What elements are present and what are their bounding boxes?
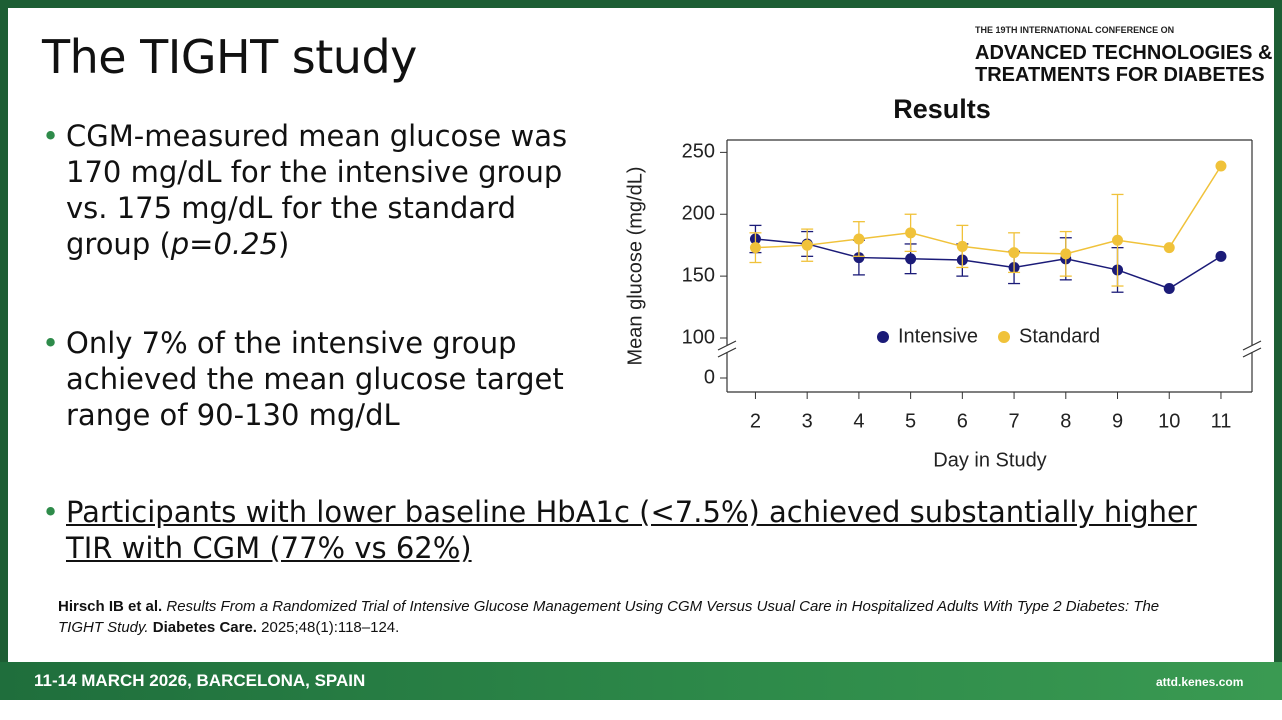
ref-authors: Hirsch IB et al.	[58, 598, 163, 615]
footer-url: attd.kenes.com	[1156, 675, 1244, 689]
footer-date: 11-14 MARCH 2026, BARCELONA, SPAIN	[34, 671, 366, 690]
conference-line: ADVANCED TECHNOLOGIES &	[975, 42, 1273, 64]
slide	[8, 8, 1274, 662]
bullet-dot: •	[42, 119, 60, 153]
slide-title: The TIGHT study	[42, 30, 417, 84]
legend-marker	[877, 331, 889, 343]
legend-label: Standard	[1019, 325, 1100, 347]
ref-citation: 2025;48(1):118–124.	[261, 619, 400, 636]
axis-break	[1242, 347, 1262, 358]
ref-journal: Diabetes Care.	[152, 619, 257, 636]
point	[801, 239, 813, 251]
series-line	[755, 165, 1222, 255]
reference: Hirsch IB et al. Results From a Randomiz…	[58, 596, 1178, 638]
x-tick-label: 10	[1158, 410, 1180, 432]
y-axis-title: Mean glucose (mg/dL)	[624, 167, 646, 366]
bottom-strip	[0, 700, 1282, 720]
bullet-text: )	[278, 227, 290, 261]
x-tick-label: 7	[1009, 410, 1020, 432]
point	[1215, 160, 1227, 172]
bullet-text: p=0.25	[170, 227, 279, 261]
point	[853, 252, 865, 264]
bullet-dot: •	[42, 495, 60, 529]
bullet: • Only 7% of the intensive group achieved…	[42, 325, 606, 433]
point	[1215, 250, 1227, 262]
x-tick-label: 3	[802, 410, 813, 432]
bullet-text: Participants with lower baseline HbA1c (…	[66, 495, 1197, 565]
x-axis-title: Day in Study	[933, 449, 1046, 471]
bullet-text: CGM-measured mean glucose was 170 mg/dL …	[66, 119, 568, 261]
x-tick-label: 8	[1060, 410, 1071, 432]
x-tick-label: 11	[1211, 410, 1232, 432]
bullet: • CGM-measured mean glucose was 170 mg/dL…	[42, 118, 606, 262]
axis-break	[717, 340, 737, 351]
legend-marker	[998, 331, 1010, 343]
series-line	[755, 238, 1222, 290]
chart-title: Results	[893, 94, 991, 124]
conference-name: ADVANCED TECHNOLOGIES & TREATMENTS FOR D…	[975, 42, 1272, 86]
legend-label: Intensive	[898, 325, 978, 347]
point	[1163, 283, 1175, 294]
point	[956, 240, 968, 252]
footer-bar	[0, 662, 1282, 700]
plot-frame	[717, 139, 1262, 393]
point	[1112, 234, 1124, 246]
y-tick-label: 150	[682, 264, 715, 286]
axis-break	[1242, 340, 1262, 351]
x-tick-label: 2	[750, 410, 761, 432]
bullet-dot: •	[42, 326, 60, 360]
bullet-text: Only 7% of the intensive group achieved …	[66, 326, 564, 432]
axis-break	[717, 347, 737, 358]
x-tick-label: 4	[853, 410, 864, 432]
point	[1008, 247, 1020, 259]
point	[749, 242, 761, 254]
y-tick-label: 200	[682, 203, 715, 225]
x-tick-label: 9	[1112, 410, 1123, 432]
conference-line: TREATMENTS FOR DIABETES	[975, 64, 1265, 86]
point	[1163, 242, 1175, 254]
point	[905, 253, 917, 265]
point	[1060, 248, 1072, 260]
y-tick-label: 250	[682, 141, 715, 163]
y-tick-label: 100	[682, 326, 715, 348]
x-tick-label: 6	[957, 410, 968, 432]
bullet: • Participants with lower baseline HbA1c …	[42, 494, 1236, 566]
conference-small: THE 19TH INTERNATIONAL CONFERENCE ON	[975, 25, 1175, 35]
x-tick-label: 5	[905, 410, 916, 432]
ref-title: Results From a Randomized Trial of Inten…	[58, 598, 1160, 636]
point	[853, 233, 865, 245]
point	[905, 227, 917, 239]
y-tick-label: 0	[704, 366, 715, 388]
